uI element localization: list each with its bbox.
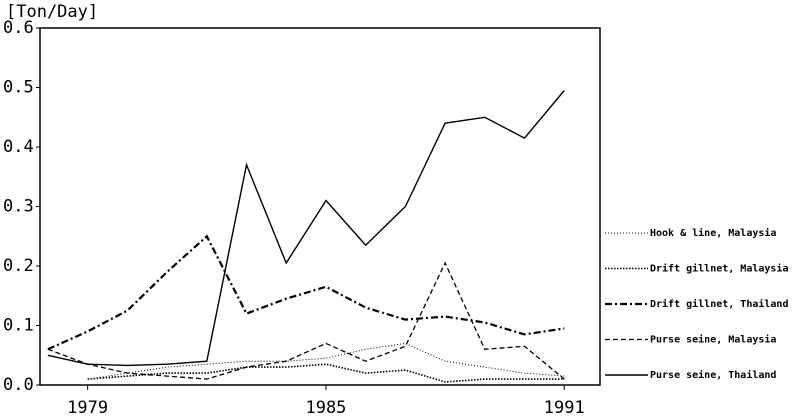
legend-label: Hook & line, Malaysia bbox=[650, 227, 776, 239]
y-tick-label: 0.1 bbox=[3, 316, 34, 336]
legend-label: Drift gillnet, Thailand bbox=[650, 298, 788, 310]
x-tick-label: 1991 bbox=[544, 398, 585, 418]
legend-label: Purse seine, Thailand bbox=[650, 369, 776, 381]
y-tick-label: 0.0 bbox=[3, 375, 34, 395]
series-line bbox=[47, 261, 565, 380]
series-line bbox=[87, 363, 565, 383]
y-tick-label: 0.5 bbox=[3, 78, 34, 98]
legend-label: Purse seine, Malaysia bbox=[650, 334, 776, 346]
x-tick-label: 1985 bbox=[305, 398, 346, 418]
y-tick-label: 0.2 bbox=[3, 256, 34, 276]
y-tick-label: 0.3 bbox=[3, 197, 34, 217]
legend-label: Drift gillnet, Malaysia bbox=[650, 263, 788, 275]
y-tick-label: 0.4 bbox=[3, 137, 34, 157]
series-line bbox=[47, 90, 565, 367]
series-line bbox=[47, 234, 565, 351]
y-tick-label: 0.6 bbox=[3, 18, 34, 38]
x-tick-label: 1979 bbox=[67, 398, 108, 418]
y-axis-label: [Ton/Day] bbox=[6, 2, 98, 22]
